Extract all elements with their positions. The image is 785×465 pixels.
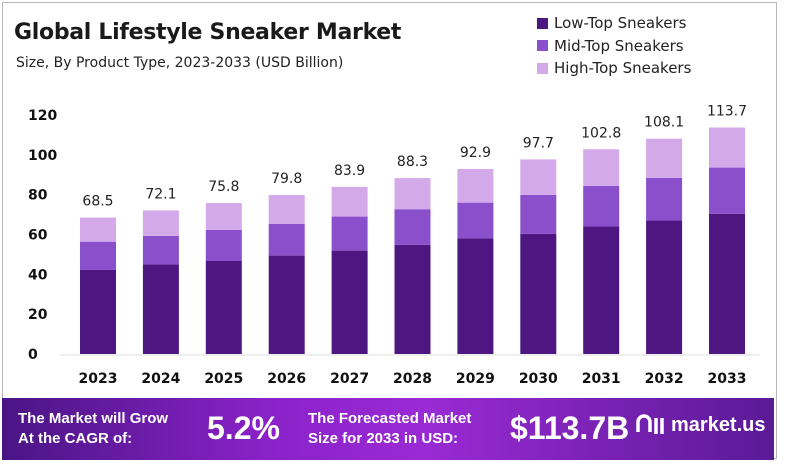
data-label: 108.1 <box>644 115 684 131</box>
data-label: 88.3 <box>397 154 428 170</box>
bar-segment-high-top-sneakers <box>80 217 116 242</box>
bar-segment-mid-top-sneakers <box>80 241 116 270</box>
market-us-logo: market.us <box>635 412 766 438</box>
y-tick-label: 100 <box>28 148 57 164</box>
bar-segment-low-top-sneakers <box>457 238 494 354</box>
bar-segment-low-top-sneakers <box>205 260 242 354</box>
cagr-label-line: The Market will Grow <box>18 410 169 427</box>
legend-item-high-top: High-Top Sneakers <box>537 57 691 80</box>
logo-text: market.us <box>671 413 766 436</box>
bar-segment-low-top-sneakers <box>80 269 116 354</box>
bar-segment-mid-top-sneakers <box>646 177 683 221</box>
bar-segment-high-top-sneakers <box>142 210 179 236</box>
data-label: 97.7 <box>523 135 554 151</box>
bar-segment-high-top-sneakers <box>709 127 745 168</box>
bar-segment-high-top-sneakers <box>646 138 683 178</box>
bar-segment-mid-top-sneakers <box>583 185 620 227</box>
bar-segment-high-top-sneakers <box>583 149 620 186</box>
y-tick-label: 120 <box>28 108 57 124</box>
bar-segment-low-top-sneakers <box>583 226 620 354</box>
chart-title: Global Lifestyle Sneaker Market <box>14 20 402 45</box>
bar-segment-low-top-sneakers <box>709 213 745 354</box>
bar-segment-mid-top-sneakers <box>457 202 494 239</box>
data-label: 68.5 <box>82 194 113 210</box>
y-tick-label: 0 <box>28 347 38 363</box>
legend-label: High-Top Sneakers <box>554 59 692 78</box>
bar-segment-low-top-sneakers <box>520 233 557 354</box>
bar-segment-low-top-sneakers <box>394 244 431 354</box>
cagr-label: The Market will Grow At the CAGR of: <box>18 409 168 449</box>
summary-banner: The Market will Grow At the CAGR of: 5.2%… <box>2 398 774 460</box>
cagr-label-line: At the CAGR of: <box>18 430 133 447</box>
data-label: 92.9 <box>460 145 491 161</box>
forecast-label: The Forecasted Market Size for 2033 in US… <box>308 409 471 449</box>
bar-segment-low-top-sneakers <box>646 220 683 354</box>
legend-swatch <box>537 17 548 29</box>
bar-segment-mid-top-sneakers <box>142 235 179 265</box>
data-label: 75.8 <box>208 179 239 195</box>
logo-icon <box>636 414 664 434</box>
legend-swatch <box>537 62 548 74</box>
forecast-label-line: Size for 2033 in USD: <box>308 430 459 447</box>
bar-segment-low-top-sneakers <box>268 255 305 354</box>
x-tick-label: 2029 <box>456 371 495 387</box>
x-tick-label: 2030 <box>519 371 558 387</box>
bar-segment-mid-top-sneakers <box>709 167 745 214</box>
bar-segment-mid-top-sneakers <box>205 229 242 261</box>
legend-item-low-top: Low-Top Sneakers <box>537 12 691 35</box>
legend-label: Mid-Top Sneakers <box>554 36 684 55</box>
legend-label: Low-Top Sneakers <box>554 14 687 33</box>
data-label: 72.1 <box>145 186 176 202</box>
bar-segment-low-top-sneakers <box>142 264 179 354</box>
data-label: 83.9 <box>334 163 365 179</box>
x-tick-label: 2027 <box>330 371 369 387</box>
bar-chart: 0 20 40 60 80 100 120 68.5 2023 72.1 2024 75.8 2025 7… <box>28 104 760 387</box>
bar-segment-high-top-sneakers <box>331 186 368 217</box>
x-tick-label: 2032 <box>645 371 684 387</box>
data-label: 102.8 <box>581 125 621 141</box>
bar-segment-high-top-sneakers <box>394 178 431 210</box>
x-tick-label: 2033 <box>708 371 747 387</box>
y-tick-label: 60 <box>28 228 48 244</box>
legend-swatch <box>537 40 548 52</box>
x-tick-label: 2031 <box>582 371 621 387</box>
data-label: 113.7 <box>707 104 747 120</box>
bar-segment-high-top-sneakers <box>520 159 557 195</box>
y-tick-label: 40 <box>28 267 48 283</box>
bar-segment-high-top-sneakers <box>268 195 305 224</box>
bar-segment-high-top-sneakers <box>457 168 494 203</box>
x-tick-label: 2028 <box>393 371 432 387</box>
bar-segment-mid-top-sneakers <box>520 194 557 234</box>
bar-segment-high-top-sneakers <box>205 203 242 230</box>
x-tick-label: 2024 <box>141 371 180 387</box>
chart-subtitle: Size, By Product Type, 2023-2033 (USD Bi… <box>16 55 344 71</box>
cagr-value: 5.2% <box>207 410 280 446</box>
y-tick-label: 80 <box>28 188 48 204</box>
forecast-label-line: The Forecasted Market <box>308 410 472 427</box>
legend-item-mid-top: Mid-Top Sneakers <box>537 35 691 58</box>
bar-segment-low-top-sneakers <box>331 250 368 354</box>
data-label: 79.8 <box>271 171 302 187</box>
legend: Low-Top Sneakers Mid-Top Sneakers High-T… <box>537 12 691 80</box>
x-tick-label: 2025 <box>204 371 243 387</box>
x-tick-label: 2023 <box>79 371 118 387</box>
bar-segment-mid-top-sneakers <box>331 216 368 251</box>
x-tick-label: 2026 <box>267 371 306 387</box>
forecast-value: $113.7B <box>510 410 630 446</box>
bar-segment-mid-top-sneakers <box>268 223 305 256</box>
bar-segment-mid-top-sneakers <box>394 209 431 245</box>
y-tick-label: 20 <box>28 307 48 323</box>
